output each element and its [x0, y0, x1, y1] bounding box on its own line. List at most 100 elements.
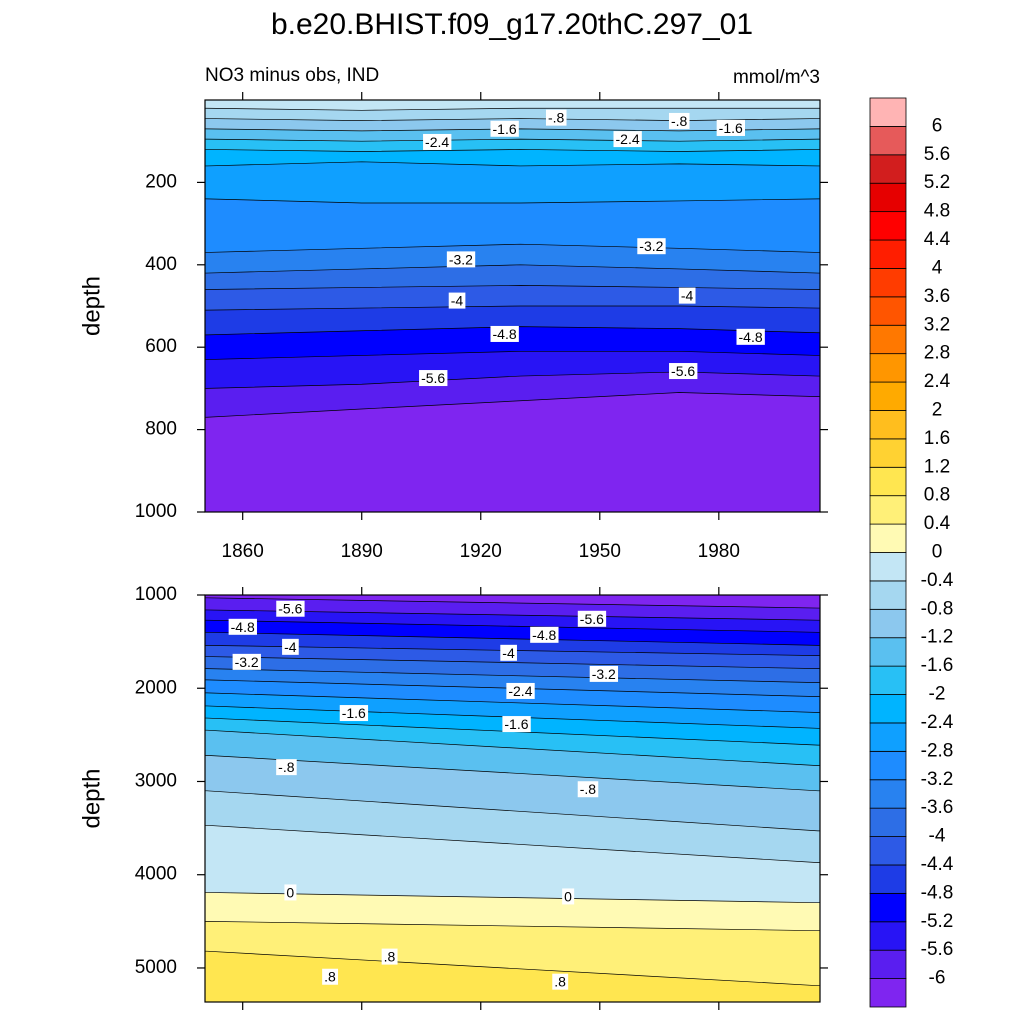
contour-label-bg	[552, 973, 569, 990]
contour-label-bg	[490, 120, 519, 137]
plot-frame	[204, 99, 821, 513]
colorbar-label: -4.8	[921, 882, 954, 903]
band-fill	[205, 392, 820, 512]
contour-line	[205, 243, 820, 253]
contour-label-bg	[637, 238, 666, 255]
y-tick-label: 5000	[135, 957, 177, 978]
contour-label: .8	[324, 969, 336, 985]
contour-line	[205, 692, 820, 713]
contour-label-bg	[419, 370, 448, 387]
colorbar-label: 1.2	[924, 456, 950, 477]
contour-line	[205, 326, 820, 336]
colorbar-label: 4	[932, 257, 943, 278]
contour-label-bg	[490, 325, 519, 342]
contour-line	[205, 729, 820, 766]
colorbar-box	[869, 722, 907, 752]
colorbar-label: 3.6	[924, 286, 950, 307]
contour-label: -3.2	[639, 238, 663, 254]
contour-label-bg	[423, 133, 452, 150]
contour-label-bg	[339, 705, 369, 722]
contour-line	[205, 392, 820, 418]
y-tick-label: 4000	[135, 864, 177, 885]
y-tick-label: 1000	[135, 501, 177, 522]
contour-label-bg	[502, 716, 531, 733]
contour-label: -3.2	[592, 666, 616, 682]
contour-label: -2.4	[508, 683, 532, 699]
contour-line	[205, 950, 820, 987]
contour-label-bg	[322, 968, 339, 985]
colorbar-box	[869, 978, 907, 1008]
y-tick-label: 400	[145, 254, 177, 275]
y-tick-label: 3000	[135, 770, 177, 791]
contour-label: -5.6	[421, 370, 445, 386]
y-tick-label: 600	[145, 336, 177, 357]
contour-line	[205, 668, 820, 683]
band-fill	[205, 951, 820, 1002]
colorbar-box	[869, 608, 907, 639]
colorbar-box	[869, 239, 907, 269]
contour-label: -.8	[580, 781, 597, 797]
contour-label: -5.6	[278, 601, 302, 617]
contour-label: -.8	[278, 759, 295, 775]
colorbar-box	[869, 580, 907, 610]
colorbar-label: 1.6	[924, 428, 950, 449]
contour-label: -4.8	[493, 326, 517, 342]
colorbar-box	[869, 836, 907, 866]
plot-frame	[204, 594, 821, 1003]
contour-line	[205, 631, 820, 646]
colorbar-label: -2	[929, 684, 946, 705]
contour-line	[205, 305, 820, 311]
y-tick-label: 200	[145, 171, 177, 192]
colorbar-label: 3.2	[924, 314, 950, 335]
colorbar-label: 5.2	[924, 172, 950, 193]
x-tick-label: 1980	[698, 541, 740, 562]
contour-label: -2.4	[425, 134, 449, 150]
contour-label-bg	[589, 665, 619, 682]
subtitle-left: NO3 minus obs, IND	[205, 65, 379, 86]
colorbar-label: -2.8	[921, 740, 954, 761]
colorbar-label: -3.2	[921, 769, 954, 790]
contour-label: -4	[284, 639, 297, 655]
colorbar-box	[869, 296, 907, 326]
contour-label: -4	[451, 293, 464, 309]
contour-label-bg	[284, 884, 297, 901]
colorbar-label: -4.4	[921, 854, 954, 875]
colorbar-box	[869, 268, 907, 298]
contour-line	[205, 285, 820, 290]
colorbar-label: -1.2	[921, 627, 954, 648]
contour-label: -1.6	[719, 120, 743, 136]
contour-line	[205, 824, 820, 863]
colorbar-label: -2.4	[921, 712, 954, 733]
contour-label-bg	[678, 287, 696, 304]
contour-label: -.8	[671, 113, 688, 129]
contour-line	[205, 619, 820, 633]
contour-label: -5.6	[580, 611, 604, 627]
contour-line	[205, 198, 820, 204]
colorbar-label: 2.4	[924, 371, 951, 392]
contour-label: -4	[502, 645, 515, 661]
contour-line	[205, 161, 820, 167]
colorbar-box	[869, 353, 907, 383]
contour-label: .8	[384, 949, 396, 965]
contour-line	[205, 149, 820, 152]
colorbar-box	[869, 97, 907, 127]
colorbar-box	[869, 523, 907, 553]
contour-label-bg	[381, 948, 398, 965]
contour-label-bg	[736, 328, 765, 345]
contour-label-bg	[613, 131, 642, 148]
colorbar-box	[869, 324, 907, 355]
contour-line	[205, 755, 820, 792]
x-tick-label: 1860	[222, 541, 264, 562]
colorbar-box	[869, 126, 907, 156]
contour-label: -1.6	[493, 121, 517, 137]
contour-label: 0	[564, 888, 572, 904]
y-tick-label: 2000	[135, 677, 177, 698]
colorbar-box	[869, 864, 907, 894]
colorbar-box	[869, 211, 907, 241]
colorbar-label: 0.4	[924, 513, 951, 534]
contour-label-bg	[276, 600, 305, 617]
colorbar-label: -3.6	[921, 797, 954, 818]
colorbar-box	[869, 892, 907, 923]
colorbar-label: -1.6	[921, 655, 954, 676]
